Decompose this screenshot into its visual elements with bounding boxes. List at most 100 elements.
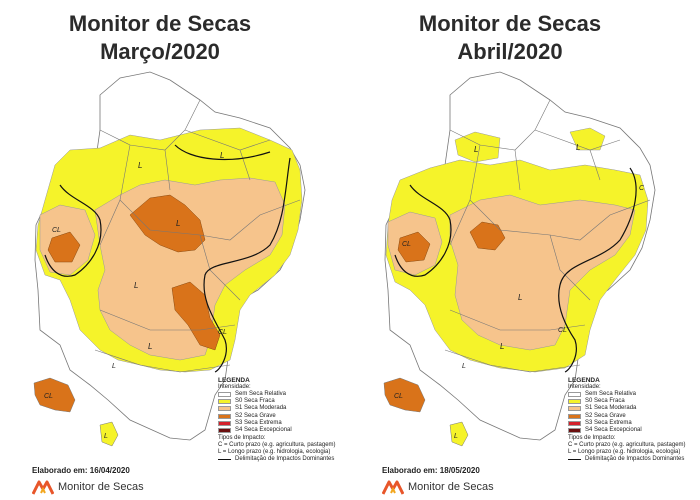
drought-map: L L CL L L CL L CL L L xyxy=(33,71,306,447)
impact-label: CL xyxy=(44,393,53,400)
legend-swatch xyxy=(568,392,581,398)
impact-label: CL xyxy=(218,329,227,336)
legend-swatch xyxy=(218,392,231,398)
legend-label: S1 Seca Moderada xyxy=(235,405,287,412)
legend-swatch xyxy=(568,399,581,405)
impact-boundary xyxy=(44,144,291,373)
legend-label: S2 Seca Grave xyxy=(585,412,626,419)
legend-swatch xyxy=(568,420,581,426)
legend-label: Delimitação de Impactos Dominantes xyxy=(235,456,335,463)
drought-s2-west xyxy=(47,231,81,263)
legend-label: S2 Seca Grave xyxy=(235,412,276,419)
legend-item: Sem Seca Relativa xyxy=(568,391,698,398)
impact-label: L xyxy=(518,293,522,302)
legend-label: S4 Seca Excepcional xyxy=(585,427,642,434)
legend-label: S0 Seca Fraca xyxy=(585,398,625,405)
legend-item: Sem Seca Relativa xyxy=(218,391,348,398)
legend-item: S2 Seca Grave xyxy=(218,413,348,420)
elaborated-date: Elaborado em: 16/04/2020 xyxy=(32,466,130,475)
legend-intensity-label: Intensidade: xyxy=(568,384,601,390)
legend-impact-title: Tipos de Impacto: xyxy=(218,435,266,442)
legend-item: S2 Seca Grave xyxy=(568,413,698,420)
impact-label: CL xyxy=(402,241,411,248)
boundary-line-icon xyxy=(568,459,581,461)
legend-swatch xyxy=(568,413,581,419)
legend-label: S3 Seca Extrema xyxy=(585,419,632,426)
legend-item: S4 Seca Excepcional xyxy=(568,427,698,434)
drought-s0-north xyxy=(454,131,501,163)
legend-swatch xyxy=(218,406,231,412)
brand-name: Monitor de Secas xyxy=(58,481,144,493)
state-borders xyxy=(444,99,651,373)
region-south-small xyxy=(449,421,469,447)
legend-label: S4 Seca Excepcional xyxy=(235,427,292,434)
legend-boundary: Delimitação de Impactos Dominantes xyxy=(568,456,698,463)
impact-label: L xyxy=(134,281,138,290)
legend-item: S1 Seca Moderada xyxy=(218,405,348,412)
impact-label: L xyxy=(462,363,466,370)
legend-impact-long: L = Longo prazo (e.g. hidrologia, ecolog… xyxy=(568,449,681,456)
legend-impact-short: C = Curto prazo (e.g. agricultura, pasta… xyxy=(218,442,336,449)
legend-impact-long: L = Longo prazo (e.g. hidrologia, ecolog… xyxy=(218,449,331,456)
impact-label: C xyxy=(639,185,645,192)
impact-label: L xyxy=(454,433,458,440)
legend-swatch xyxy=(568,428,581,434)
legend-item: S0 Seca Fraca xyxy=(568,398,698,405)
legend-label: S3 Seca Extrema xyxy=(235,419,282,426)
legend-swatch xyxy=(218,420,231,426)
impact-label: L xyxy=(148,342,152,351)
legend-item: S0 Seca Fraca xyxy=(218,398,348,405)
drought-s0-ne xyxy=(569,127,606,151)
brand-name: Monitor de Secas xyxy=(408,481,494,493)
impact-label: L xyxy=(138,161,142,170)
legend-swatch xyxy=(218,399,231,405)
map-subtitle: Abril/2020 xyxy=(457,39,563,64)
monitor-logo-icon xyxy=(382,480,404,495)
region-southwest xyxy=(33,377,76,413)
legend-label: Sem Seca Relativa xyxy=(235,391,287,398)
brand-logo: Monitor de Secas xyxy=(382,479,494,495)
legend-label: Delimitação de Impactos Dominantes xyxy=(585,456,685,463)
legend-intensity-label: Intensidade: xyxy=(218,384,251,390)
legend-boundary: Delimitação de Impactos Dominantes xyxy=(218,456,348,463)
legend-impact-short: C = Curto prazo (e.g. agricultura, pasta… xyxy=(568,442,686,449)
legend-label: Sem Seca Relativa xyxy=(585,391,637,398)
impact-label: L xyxy=(576,143,580,152)
legend: LEGENDA Intensidade: Sem Seca Relativa S… xyxy=(568,377,698,463)
impact-boundary xyxy=(394,167,637,373)
impact-label: L xyxy=(474,145,478,154)
legend: LEGENDA Intensidade: Sem Seca Relativa S… xyxy=(218,377,348,463)
monitor-logo-icon xyxy=(32,480,54,495)
impact-label: CL xyxy=(52,227,61,234)
impact-label: CL xyxy=(394,393,403,400)
impact-label: L xyxy=(176,219,180,228)
boundary-line-icon xyxy=(218,459,231,461)
drought-s2-area xyxy=(469,221,506,251)
region-southwest xyxy=(383,377,426,413)
legend-label: S1 Seca Moderada xyxy=(585,405,637,412)
drought-s2-south xyxy=(171,281,221,351)
legend-title: LEGENDA xyxy=(568,377,600,384)
legend-swatch xyxy=(218,428,231,434)
brand-logo: Monitor de Secas xyxy=(32,479,144,495)
map-panel-april: Monitor de Secas Abril/2020 L L CL C L L… xyxy=(350,0,700,500)
region-south-small xyxy=(99,421,119,447)
drought-s2-west xyxy=(397,231,431,263)
legend-swatch xyxy=(218,413,231,419)
elaborated-date: Elaborado em: 18/05/2020 xyxy=(382,466,480,475)
impact-label: L xyxy=(112,363,116,370)
map-subtitle: Março/2020 xyxy=(100,39,220,64)
legend-impact-title: Tipos de Impacto: xyxy=(568,435,616,442)
map-title: Monitor de Secas xyxy=(418,11,602,36)
impact-label: L xyxy=(104,433,108,440)
state-borders xyxy=(94,99,301,373)
impact-label: L xyxy=(500,342,504,351)
drought-map: L L CL C L L CL CL L L xyxy=(383,71,656,447)
drought-s2-area xyxy=(129,194,206,253)
legend-swatch xyxy=(568,406,581,412)
legend-label: S0 Seca Fraca xyxy=(235,398,275,405)
map-panel-march: Monitor de Secas Março/2020 L L CL L L C… xyxy=(32,11,348,495)
legend-item: S4 Seca Excepcional xyxy=(218,427,348,434)
impact-label: CL xyxy=(558,327,567,334)
map-title: Monitor de Secas xyxy=(68,11,252,36)
